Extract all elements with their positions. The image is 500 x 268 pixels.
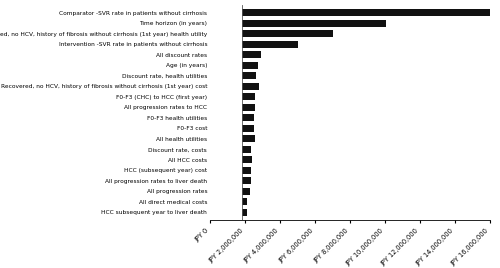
- Bar: [242, 114, 254, 121]
- Bar: [242, 146, 251, 153]
- Bar: [242, 30, 333, 37]
- Bar: [242, 125, 254, 132]
- Bar: [242, 20, 386, 27]
- Bar: [242, 188, 250, 195]
- Bar: [242, 51, 262, 58]
- Bar: [242, 9, 500, 16]
- Bar: [242, 104, 254, 111]
- Bar: [242, 41, 298, 48]
- Bar: [242, 135, 256, 142]
- Bar: [242, 157, 252, 163]
- Bar: [242, 62, 258, 69]
- Bar: [242, 167, 251, 174]
- Bar: [242, 209, 248, 216]
- Bar: [242, 93, 256, 100]
- Bar: [242, 177, 251, 184]
- Bar: [242, 72, 256, 79]
- Bar: [242, 83, 259, 90]
- Bar: [242, 199, 246, 205]
